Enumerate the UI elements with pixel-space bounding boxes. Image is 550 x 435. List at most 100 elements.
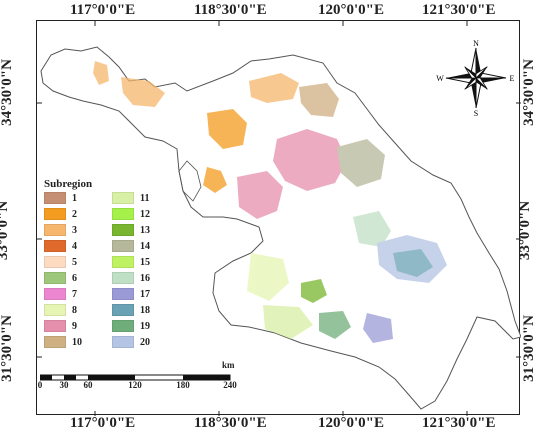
legend-swatch-15 <box>112 256 134 268</box>
legend-item-15: 15 <box>112 256 150 268</box>
coord-left-34-30: 34°30'0"N <box>0 59 15 126</box>
coord-bottom-117: 117°0'0"E <box>70 415 136 431</box>
scale-label-120: 120 <box>128 380 142 390</box>
coord-left-33: 33°0'0"N <box>0 200 12 261</box>
legend-label-2: 2 <box>72 208 77 220</box>
legend-label-11: 11 <box>140 192 150 204</box>
map-frame <box>36 20 521 416</box>
legend-swatch-19 <box>112 320 134 332</box>
legend-swatch-14 <box>112 240 134 252</box>
legend-label-16: 16 <box>140 272 150 284</box>
legend-item-5: 5 <box>44 256 77 268</box>
patch-region-13 <box>301 279 327 303</box>
legend-label-3: 3 <box>72 224 77 236</box>
legend: Subregion 1 2 3 4 5 6 7 8 9 10 11 12 13 14 15 16 17 18 19 2… <box>44 178 174 352</box>
legend-label-10: 10 <box>72 336 82 348</box>
legend-item-16: 16 <box>112 272 150 284</box>
province-outline <box>40 46 521 410</box>
legend-item-2: 2 <box>44 208 77 220</box>
patch-region-11 <box>263 305 313 339</box>
west-label: W <box>436 74 444 83</box>
legend-swatch-2 <box>44 208 66 220</box>
legend-item-8: 8 <box>44 304 77 316</box>
legend-title: Subregion <box>44 178 93 190</box>
coord-right-31-30: 31°30'0"N <box>520 315 537 382</box>
patch-region-3-ne <box>249 73 299 103</box>
legend-label-7: 7 <box>72 288 77 300</box>
legend-label-17: 17 <box>140 288 150 300</box>
patch-region-2-north <box>93 61 109 85</box>
legend-swatch-3 <box>44 224 66 236</box>
legend-item-20: 20 <box>112 336 150 348</box>
coord-top-117: 117°0'0"E <box>70 2 136 18</box>
legend-label-9: 9 <box>72 320 77 332</box>
coord-bottom-121-30: 121°30'0"E <box>422 415 496 431</box>
patch-region-19 <box>319 311 351 339</box>
legend-swatch-18 <box>112 304 134 316</box>
coord-top-120: 120°0'0"E <box>318 2 384 18</box>
scale-label-240: 240 <box>223 380 237 390</box>
scale-units: km <box>222 360 235 370</box>
legend-label-6: 6 <box>72 272 77 284</box>
legend-item-18: 18 <box>112 304 150 316</box>
north-arrow-icon: N S E W <box>436 39 515 118</box>
legend-swatch-8 <box>44 304 66 316</box>
legend-swatch-16 <box>112 272 134 284</box>
legend-item-1: 1 <box>44 192 77 204</box>
legend-label-5: 5 <box>72 256 77 268</box>
legend-item-12: 12 <box>112 208 150 220</box>
patch-region-16 <box>353 211 391 247</box>
patch-region-9-b <box>237 171 283 219</box>
legend-item-11: 11 <box>112 192 149 204</box>
legend-swatch-5 <box>44 256 66 268</box>
coord-top-121-30: 121°30'0"E <box>422 2 496 18</box>
legend-item-7: 7 <box>44 288 77 300</box>
frame-ticks <box>37 21 521 416</box>
legend-items: 1 2 3 4 5 6 7 8 9 10 11 12 13 14 15 16 17 18 19 20 <box>44 192 174 352</box>
legend-swatch-12 <box>112 208 134 220</box>
coord-bottom-118-30: 118°30'0"E <box>194 415 267 431</box>
legend-item-19: 19 <box>112 320 150 332</box>
coord-top-118-30: 118°30'0"E <box>194 2 267 18</box>
legend-item-14: 14 <box>112 240 150 252</box>
coord-bottom-120: 120°0'0"E <box>318 415 384 431</box>
legend-label-12: 12 <box>140 208 150 220</box>
legend-swatch-6 <box>44 272 66 284</box>
south-label: S <box>474 109 478 118</box>
legend-label-14: 14 <box>140 240 150 252</box>
scale-label-60: 60 <box>83 380 93 390</box>
legend-swatch-20 <box>112 336 134 348</box>
legend-swatch-10 <box>44 336 66 348</box>
patch-region-3-center <box>207 109 247 149</box>
patch-region-3-nw <box>121 77 165 107</box>
patch-region-4 <box>203 167 227 193</box>
legend-swatch-9 <box>44 320 66 332</box>
coord-left-31-30: 31°30'0"N <box>0 315 15 382</box>
patch-region-14 <box>337 139 385 187</box>
legend-swatch-11 <box>112 192 134 204</box>
legend-swatch-1 <box>44 192 66 204</box>
legend-label-4: 4 <box>72 240 77 252</box>
patch-region-18 <box>393 249 433 277</box>
patch-region-17 <box>363 313 393 343</box>
scale-bar: 0 30 60 120 180 240 km <box>38 360 240 390</box>
legend-label-1: 1 <box>72 192 77 204</box>
lake-outline <box>178 160 202 202</box>
legend-label-15: 15 <box>140 256 150 268</box>
legend-swatch-17 <box>112 288 134 300</box>
patch-region-8 <box>247 253 289 301</box>
province-map <box>40 46 521 410</box>
coord-right-34-30: 34°30'0"N <box>520 59 537 126</box>
patch-region-9-a <box>273 129 347 191</box>
patch-region-10 <box>299 83 339 117</box>
legend-item-17: 17 <box>112 288 150 300</box>
east-label: E <box>510 74 515 83</box>
legend-swatch-4 <box>44 240 66 252</box>
legend-label-8: 8 <box>72 304 77 316</box>
legend-item-3: 3 <box>44 224 77 236</box>
scale-label-30: 30 <box>59 380 69 390</box>
scale-label-180: 180 <box>176 380 190 390</box>
legend-item-13: 13 <box>112 224 150 236</box>
north-label: N <box>473 39 479 48</box>
legend-swatch-13 <box>112 224 134 236</box>
